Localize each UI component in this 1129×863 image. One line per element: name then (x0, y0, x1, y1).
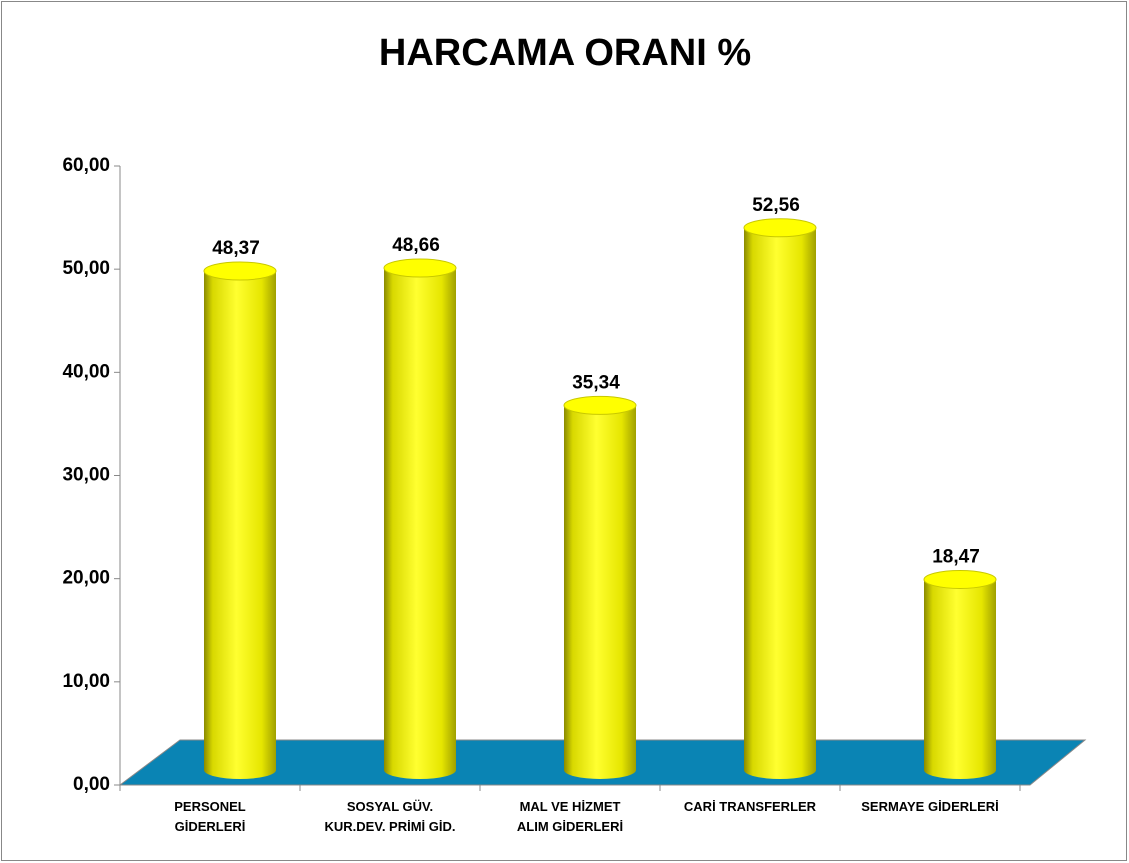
bar (744, 227, 816, 780)
value-label: 48,37 (212, 238, 260, 259)
x-tick-label: SERMAYE GİDERLERİ (861, 799, 999, 814)
bar (564, 405, 636, 779)
value-label: 48,66 (392, 235, 440, 256)
bar (384, 267, 456, 779)
value-label: 52,56 (752, 195, 800, 216)
y-tick-label: 60,00 (62, 155, 110, 176)
y-tick-label: 30,00 (62, 465, 110, 486)
bar-top (563, 395, 637, 415)
chart-title: HARCAMA ORANI % (379, 32, 751, 74)
x-tick-label: CARİ TRANSFERLER (683, 799, 817, 814)
x-tick-label: MAL VE HİZMET ALIM GİDERLERİ (516, 799, 624, 834)
y-tick-label: 10,00 (62, 671, 110, 692)
y-tick-label: 20,00 (62, 568, 110, 589)
y-tick-label: 50,00 (62, 258, 110, 279)
bar-top (743, 218, 817, 238)
bar-top (383, 258, 457, 278)
x-tick-label: PERSONEL GİDERLERİ (174, 799, 246, 834)
value-label: 18,47 (932, 546, 980, 567)
bar-top (203, 261, 277, 281)
value-label: 35,34 (572, 372, 620, 393)
y-tick-label: 40,00 (62, 361, 110, 382)
bar (204, 270, 276, 779)
x-tick-label: SOSYAL GÜV. KUR.DEV. PRİMİ GİD. (324, 799, 456, 834)
bar-top (923, 569, 997, 589)
y-tick-label: 0,00 (73, 774, 110, 795)
bar (924, 579, 996, 779)
